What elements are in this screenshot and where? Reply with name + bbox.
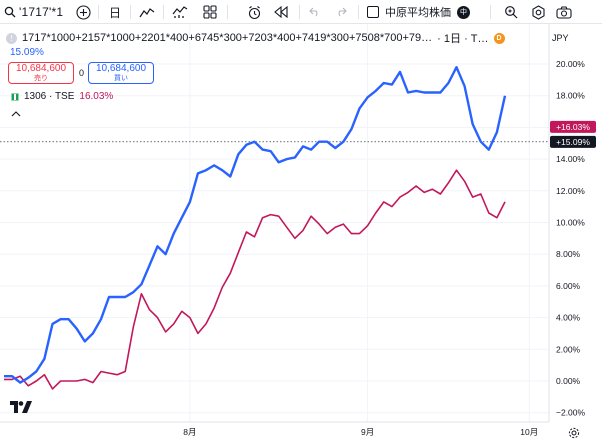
legend-info-icon[interactable]: ! [6, 32, 17, 44]
y-tick-label: 4.00% [556, 313, 581, 323]
alert-icon [248, 5, 260, 19]
series-line-main [4, 66, 507, 384]
toolbar-divider [163, 5, 164, 19]
replay-button[interactable] [270, 0, 292, 24]
y-axis: 20.00%18.00%16.00%14.00%12.00%10.00%8.00… [556, 59, 586, 418]
series-line-compare [4, 169, 506, 390]
price-chart[interactable]: 20.00%18.00%16.00%14.00%12.00%10.00%8.00… [0, 24, 602, 443]
chart-grid [0, 24, 549, 422]
buy-button[interactable]: 10,684,600 買い [88, 62, 154, 84]
main-series-legend[interactable]: ! 1717*1000+2157*1000+2201*400+6745*300+… [6, 31, 505, 45]
compare-series-name: 1306 · TSE [24, 91, 75, 102]
x-axis: 8月 9月 10月 [183, 427, 538, 437]
y-tick-label: 18.00% [556, 91, 585, 101]
spread-value: 0 [79, 68, 85, 78]
plus-icon [75, 4, 91, 20]
toolbar-divider [299, 5, 300, 19]
y-tick-label: 14.00% [556, 154, 585, 164]
compare-symbol-toggle[interactable]: 中原平均株価 中 [367, 0, 475, 24]
x-tick-label: 10月 [520, 427, 538, 437]
price-labels: +16.03% +15.09% [550, 120, 596, 148]
toolbar-divider [98, 5, 99, 19]
symbol-text: '1717'*1 [19, 5, 64, 19]
snapshot-button[interactable] [552, 0, 576, 24]
y-tick-label: 10.00% [556, 218, 585, 228]
alert-button[interactable] [243, 0, 265, 24]
price-label-bg [550, 120, 596, 133]
y-tick-label: 2.00% [556, 344, 581, 354]
top-toolbar: '1717'*1 日 中原平均株価 中 [0, 0, 602, 24]
y-tick-label: 20.00% [556, 59, 585, 69]
interval-button[interactable]: 日 [106, 0, 124, 24]
symbol-search-button[interactable]: '1717'*1 [4, 0, 68, 24]
toolbar-divider [130, 5, 131, 19]
layout-icon [203, 5, 217, 19]
y-tick-label: −2.00% [556, 408, 586, 418]
chevron-up-icon [11, 111, 21, 117]
compare-series-pct: 16.03% [79, 91, 114, 102]
sell-button[interactable]: 10,684,600 売り [8, 62, 74, 84]
legend-collapse-button[interactable] [8, 109, 24, 119]
main-series-pct: 15.09% [10, 47, 44, 58]
hexagon-settings-icon [531, 4, 545, 20]
series-title: 1717*1000+2157*1000+2201*400+6745*300+72… [22, 32, 433, 44]
gear-icon [568, 427, 580, 439]
buy-label: 買い [114, 74, 128, 82]
undo-icon [309, 7, 318, 17]
line-chart-icon [139, 8, 155, 18]
undo-button[interactable] [305, 0, 325, 24]
camera-icon [556, 5, 572, 19]
indicators-icon [172, 6, 188, 18]
series-lines [4, 66, 507, 390]
magnify-icon [505, 6, 518, 19]
price-label: +15.09% [550, 135, 596, 148]
search-icon [4, 6, 16, 18]
compare-badge: 中 [457, 5, 470, 19]
sell-price: 10,684,600 [15, 63, 67, 75]
tradingview-logo[interactable] [10, 400, 32, 416]
quick-search-button[interactable] [501, 0, 521, 24]
compare-label: 中原平均株価 [385, 7, 451, 19]
price-label-text: +16.03% [556, 122, 590, 132]
y-tick-label: 6.00% [556, 281, 581, 291]
x-tick-label: 9月 [361, 427, 374, 437]
price-label: +16.03% [550, 120, 596, 133]
indicators-button[interactable] [170, 0, 190, 24]
price-label-bg [550, 135, 596, 148]
price-label-text: +15.09% [556, 137, 590, 147]
y-tick-label: 8.00% [556, 249, 581, 259]
tradingview-logo-icon [10, 401, 32, 413]
add-symbol-button[interactable] [74, 0, 92, 24]
buy-price: 10,684,600 [95, 63, 147, 75]
checkbox-icon[interactable] [367, 6, 379, 18]
chart-type-button[interactable] [137, 0, 157, 24]
redo-icon [338, 7, 347, 17]
settings-button[interactable] [528, 0, 548, 24]
x-tick-label: 8月 [183, 427, 196, 437]
exchange-flag-icon [11, 92, 19, 101]
currency-label[interactable]: JPY [552, 33, 569, 43]
replay-icon [273, 6, 288, 18]
sell-label: 売り [34, 74, 48, 82]
toolbar-divider [358, 5, 359, 19]
interval-label: 日 [108, 5, 121, 20]
redo-button[interactable] [331, 0, 351, 24]
compare-series-legend[interactable]: 1306 · TSE 16.03% [11, 91, 113, 102]
toolbar-divider [490, 5, 491, 19]
y-tick-label: 0.00% [556, 376, 581, 386]
axis-settings-button[interactable] [568, 426, 580, 439]
delayed-badge: D [493, 32, 505, 44]
series-interval: · 1日 · T… [437, 33, 489, 45]
toolbar-divider [227, 5, 228, 19]
layout-button[interactable] [200, 0, 220, 24]
y-tick-label: 12.00% [556, 186, 585, 196]
